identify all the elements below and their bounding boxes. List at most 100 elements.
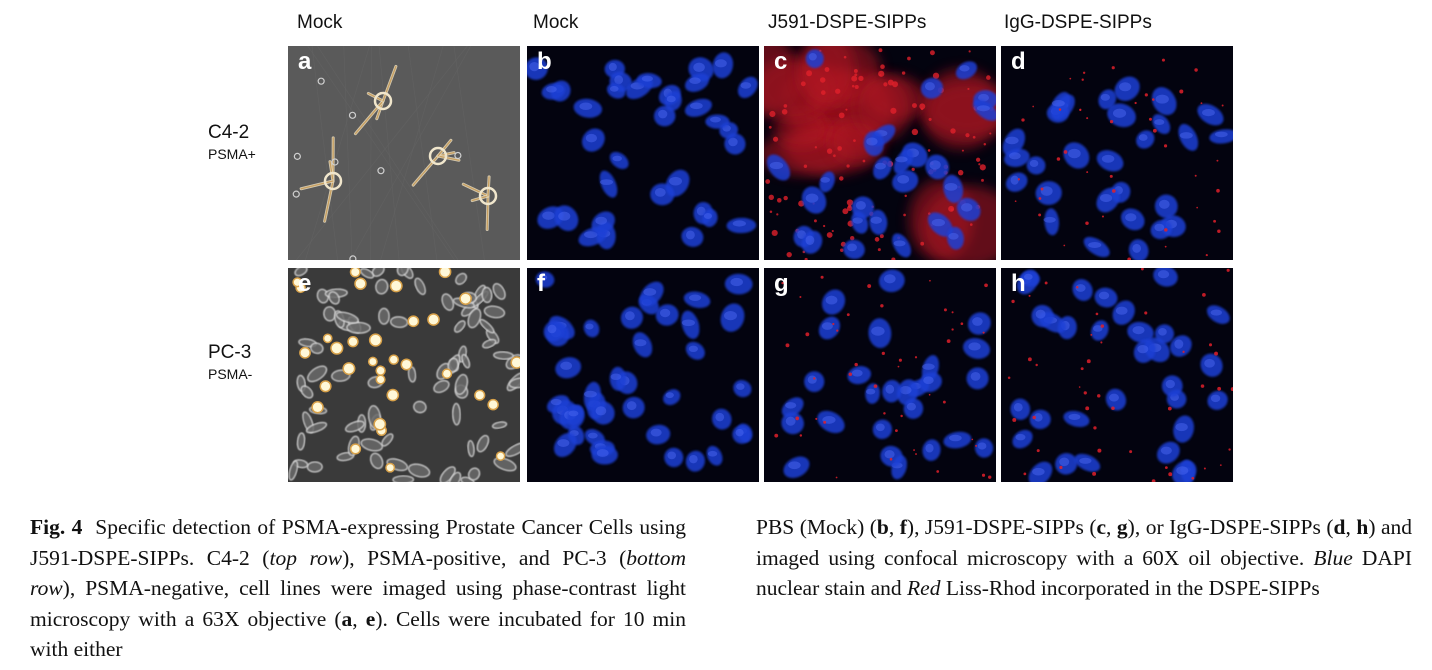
- nucleus: [1120, 208, 1145, 231]
- nucleus: [918, 372, 942, 393]
- caption-text: ,: [1345, 515, 1357, 539]
- nucleus: [646, 424, 671, 445]
- nucleus: [1005, 172, 1028, 192]
- nucleus: [1020, 271, 1040, 287]
- nucleus: [1026, 156, 1046, 175]
- nucleus: [711, 408, 732, 430]
- nucleus: [1154, 324, 1175, 344]
- caption-text: ). Cells were incubated for 10 min with …: [30, 606, 687, 662]
- nucleus: [653, 105, 676, 127]
- panel-h-igg-fluorescence: h: [1001, 268, 1233, 482]
- caption-italic: Blue: [1313, 545, 1353, 570]
- nucleus: [801, 186, 827, 214]
- nucleus: [1197, 103, 1224, 126]
- nucleus: [591, 401, 615, 425]
- nucleus: [1004, 148, 1030, 167]
- nucleus: [1063, 410, 1090, 428]
- figure-caption-left: Fig. 4 Specific detection of PSMA-expres…: [30, 512, 686, 665]
- panel-f-mock-fluorescence: f: [527, 268, 759, 482]
- nucleus: [583, 319, 600, 338]
- nucleus: [553, 432, 577, 458]
- nucleus: [535, 271, 555, 288]
- nucleus: [609, 366, 627, 391]
- nucleus: [1063, 142, 1090, 169]
- cell-line-label: C4-2: [208, 122, 250, 143]
- caption-italic: Red: [907, 576, 941, 600]
- nucleus: [685, 450, 705, 472]
- nucleus: [1029, 409, 1051, 430]
- nucleus: [967, 312, 991, 335]
- column-header-b: Mock: [533, 12, 579, 33]
- nucleus: [1035, 181, 1062, 206]
- caption-text: ,: [352, 606, 366, 631]
- panel-letter: a: [298, 48, 312, 75]
- nucleus: [555, 357, 582, 379]
- panel-ref: e: [365, 606, 376, 631]
- nucleus: [1107, 103, 1136, 128]
- fluorescence-micrograph: [1001, 268, 1233, 482]
- fluorescence-micrograph: [764, 268, 996, 482]
- nucleus: [1072, 279, 1093, 301]
- nucleus: [1112, 300, 1135, 325]
- nucleus: [947, 226, 964, 250]
- nucleus: [956, 197, 981, 221]
- figure-4: Mock Mock J591-DSPE-SIPPs IgG-DSPE-SIPPs…: [208, 12, 1233, 482]
- nucleus: [1043, 208, 1060, 236]
- fluorescence-micrograph: [1001, 46, 1233, 260]
- nucleus: [974, 438, 994, 458]
- caption-italic: bottom row: [30, 545, 686, 601]
- nucleus: [1050, 91, 1071, 119]
- psma-status-label: PSMA+: [208, 146, 256, 162]
- nucleus: [1055, 453, 1078, 475]
- nucleus: [892, 170, 919, 193]
- nucleus: [639, 281, 664, 307]
- nucleus: [543, 320, 565, 342]
- nucleus: [943, 431, 972, 449]
- caption-text: Liss-Rhod incorporated in the DSPE-SIPPs: [940, 576, 1320, 600]
- nucleus: [1173, 415, 1195, 443]
- nucleus: [706, 445, 723, 466]
- nucleus: [620, 306, 643, 329]
- nucleus: [865, 383, 881, 404]
- nucleus: [681, 226, 704, 247]
- nucleus: [843, 239, 865, 260]
- nucleus: [1136, 130, 1155, 149]
- nucleus: [1161, 375, 1183, 397]
- nucleus: [724, 133, 746, 155]
- panel-ref: c: [1096, 515, 1107, 539]
- nucleus: [724, 273, 753, 295]
- fluorescence-micrograph: [527, 268, 759, 482]
- nucleus: [1152, 114, 1171, 135]
- panel-letter: e: [298, 270, 312, 297]
- nucleus: [546, 395, 570, 413]
- nucleus: [705, 114, 730, 129]
- nucleus: [664, 447, 684, 468]
- nucleus: [1178, 123, 1199, 151]
- panel-g-j591-fluorescence: g: [764, 268, 996, 482]
- panel-letter: c: [774, 48, 788, 75]
- nucleus: [581, 128, 605, 152]
- nucleus: [663, 389, 681, 406]
- nucleus: [1028, 461, 1053, 482]
- nucleus: [863, 130, 884, 157]
- nucleus: [683, 291, 711, 309]
- nucleus: [1207, 390, 1228, 410]
- panel-d-igg-fluorescence: d: [1001, 46, 1233, 260]
- column-header-a: Mock: [297, 12, 343, 33]
- caption-text: ), or IgG-DSPE-SIPPs (: [1127, 515, 1334, 539]
- phase-contrast-micrograph: [288, 268, 520, 482]
- nucleus: [1012, 429, 1033, 449]
- nucleus: [882, 379, 902, 403]
- caption-text: ), PSMA-negative, cell lines were imaged…: [30, 576, 686, 631]
- nucleus: [591, 445, 618, 465]
- nucleus: [1094, 287, 1118, 308]
- nucleus: [1105, 388, 1127, 411]
- nucleus: [1151, 87, 1177, 116]
- panel-ref: b: [876, 515, 889, 539]
- nucleus: [567, 404, 584, 427]
- nucleus: [664, 91, 682, 111]
- panel-ref: g: [1116, 515, 1128, 539]
- nucleus: [955, 61, 978, 80]
- nucleus: [1154, 194, 1178, 219]
- nucleus: [880, 445, 903, 467]
